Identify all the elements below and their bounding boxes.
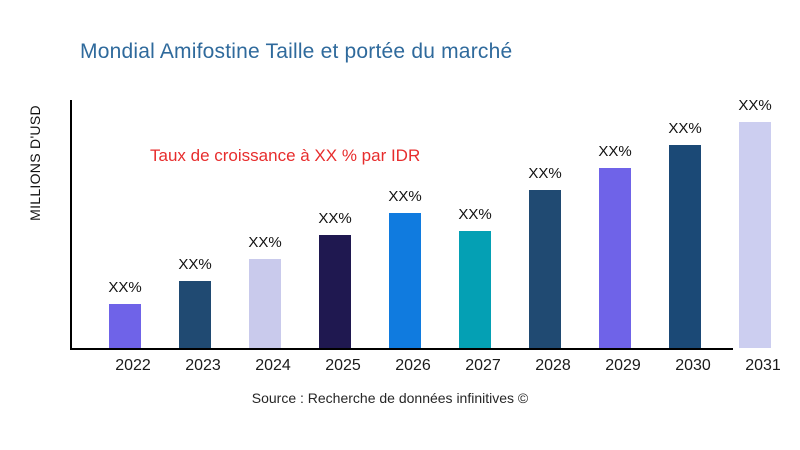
bar-2024 (249, 259, 281, 348)
x-tick-2022: 2022 (115, 357, 151, 374)
bar-value-label-2030: XX% (668, 120, 702, 137)
bar-2025 (319, 235, 351, 348)
bar-2029 (599, 168, 631, 348)
x-tick-2029: 2029 (605, 357, 641, 374)
bar-value-label-2023: XX% (178, 256, 212, 273)
bar-2022 (109, 304, 141, 348)
x-tick-2023: 2023 (185, 357, 221, 374)
x-tick-2026: 2026 (395, 357, 431, 374)
bar-value-label-2031: XX% (738, 97, 772, 114)
bar-2030 (669, 145, 701, 348)
bar-value-label-2022: XX% (108, 279, 142, 296)
x-tick-2025: 2025 (325, 357, 361, 374)
bar-value-label-2024: XX% (248, 234, 282, 251)
bar-2028 (529, 190, 561, 348)
bar-2023 (179, 281, 211, 348)
x-axis-line (70, 348, 733, 350)
source-note: Source : Recherche de données infinitive… (251, 390, 529, 406)
bar-value-label-2025: XX% (318, 210, 352, 227)
bar-value-label-2027: XX% (458, 206, 492, 223)
chart-title: Mondial Amifostine Taille et portée du m… (80, 40, 513, 63)
x-tick-2027: 2027 (465, 357, 501, 374)
bar-2026 (389, 213, 421, 348)
growth-rate-annotation: Taux de croissance à XX % par IDR (150, 146, 421, 165)
bar-value-label-2026: XX% (388, 188, 422, 205)
bar-2027 (459, 231, 491, 348)
y-axis-line (70, 100, 72, 350)
bar-2031 (739, 122, 771, 348)
x-tick-2028: 2028 (535, 357, 571, 374)
x-tick-2024: 2024 (255, 357, 291, 374)
bar-value-label-2028: XX% (528, 165, 562, 182)
y-axis-label: MILLIONS D'USD (27, 105, 43, 221)
x-tick-2031: 2031 (745, 357, 781, 374)
bar-value-label-2029: XX% (598, 143, 632, 160)
x-tick-2030: 2030 (675, 357, 711, 374)
